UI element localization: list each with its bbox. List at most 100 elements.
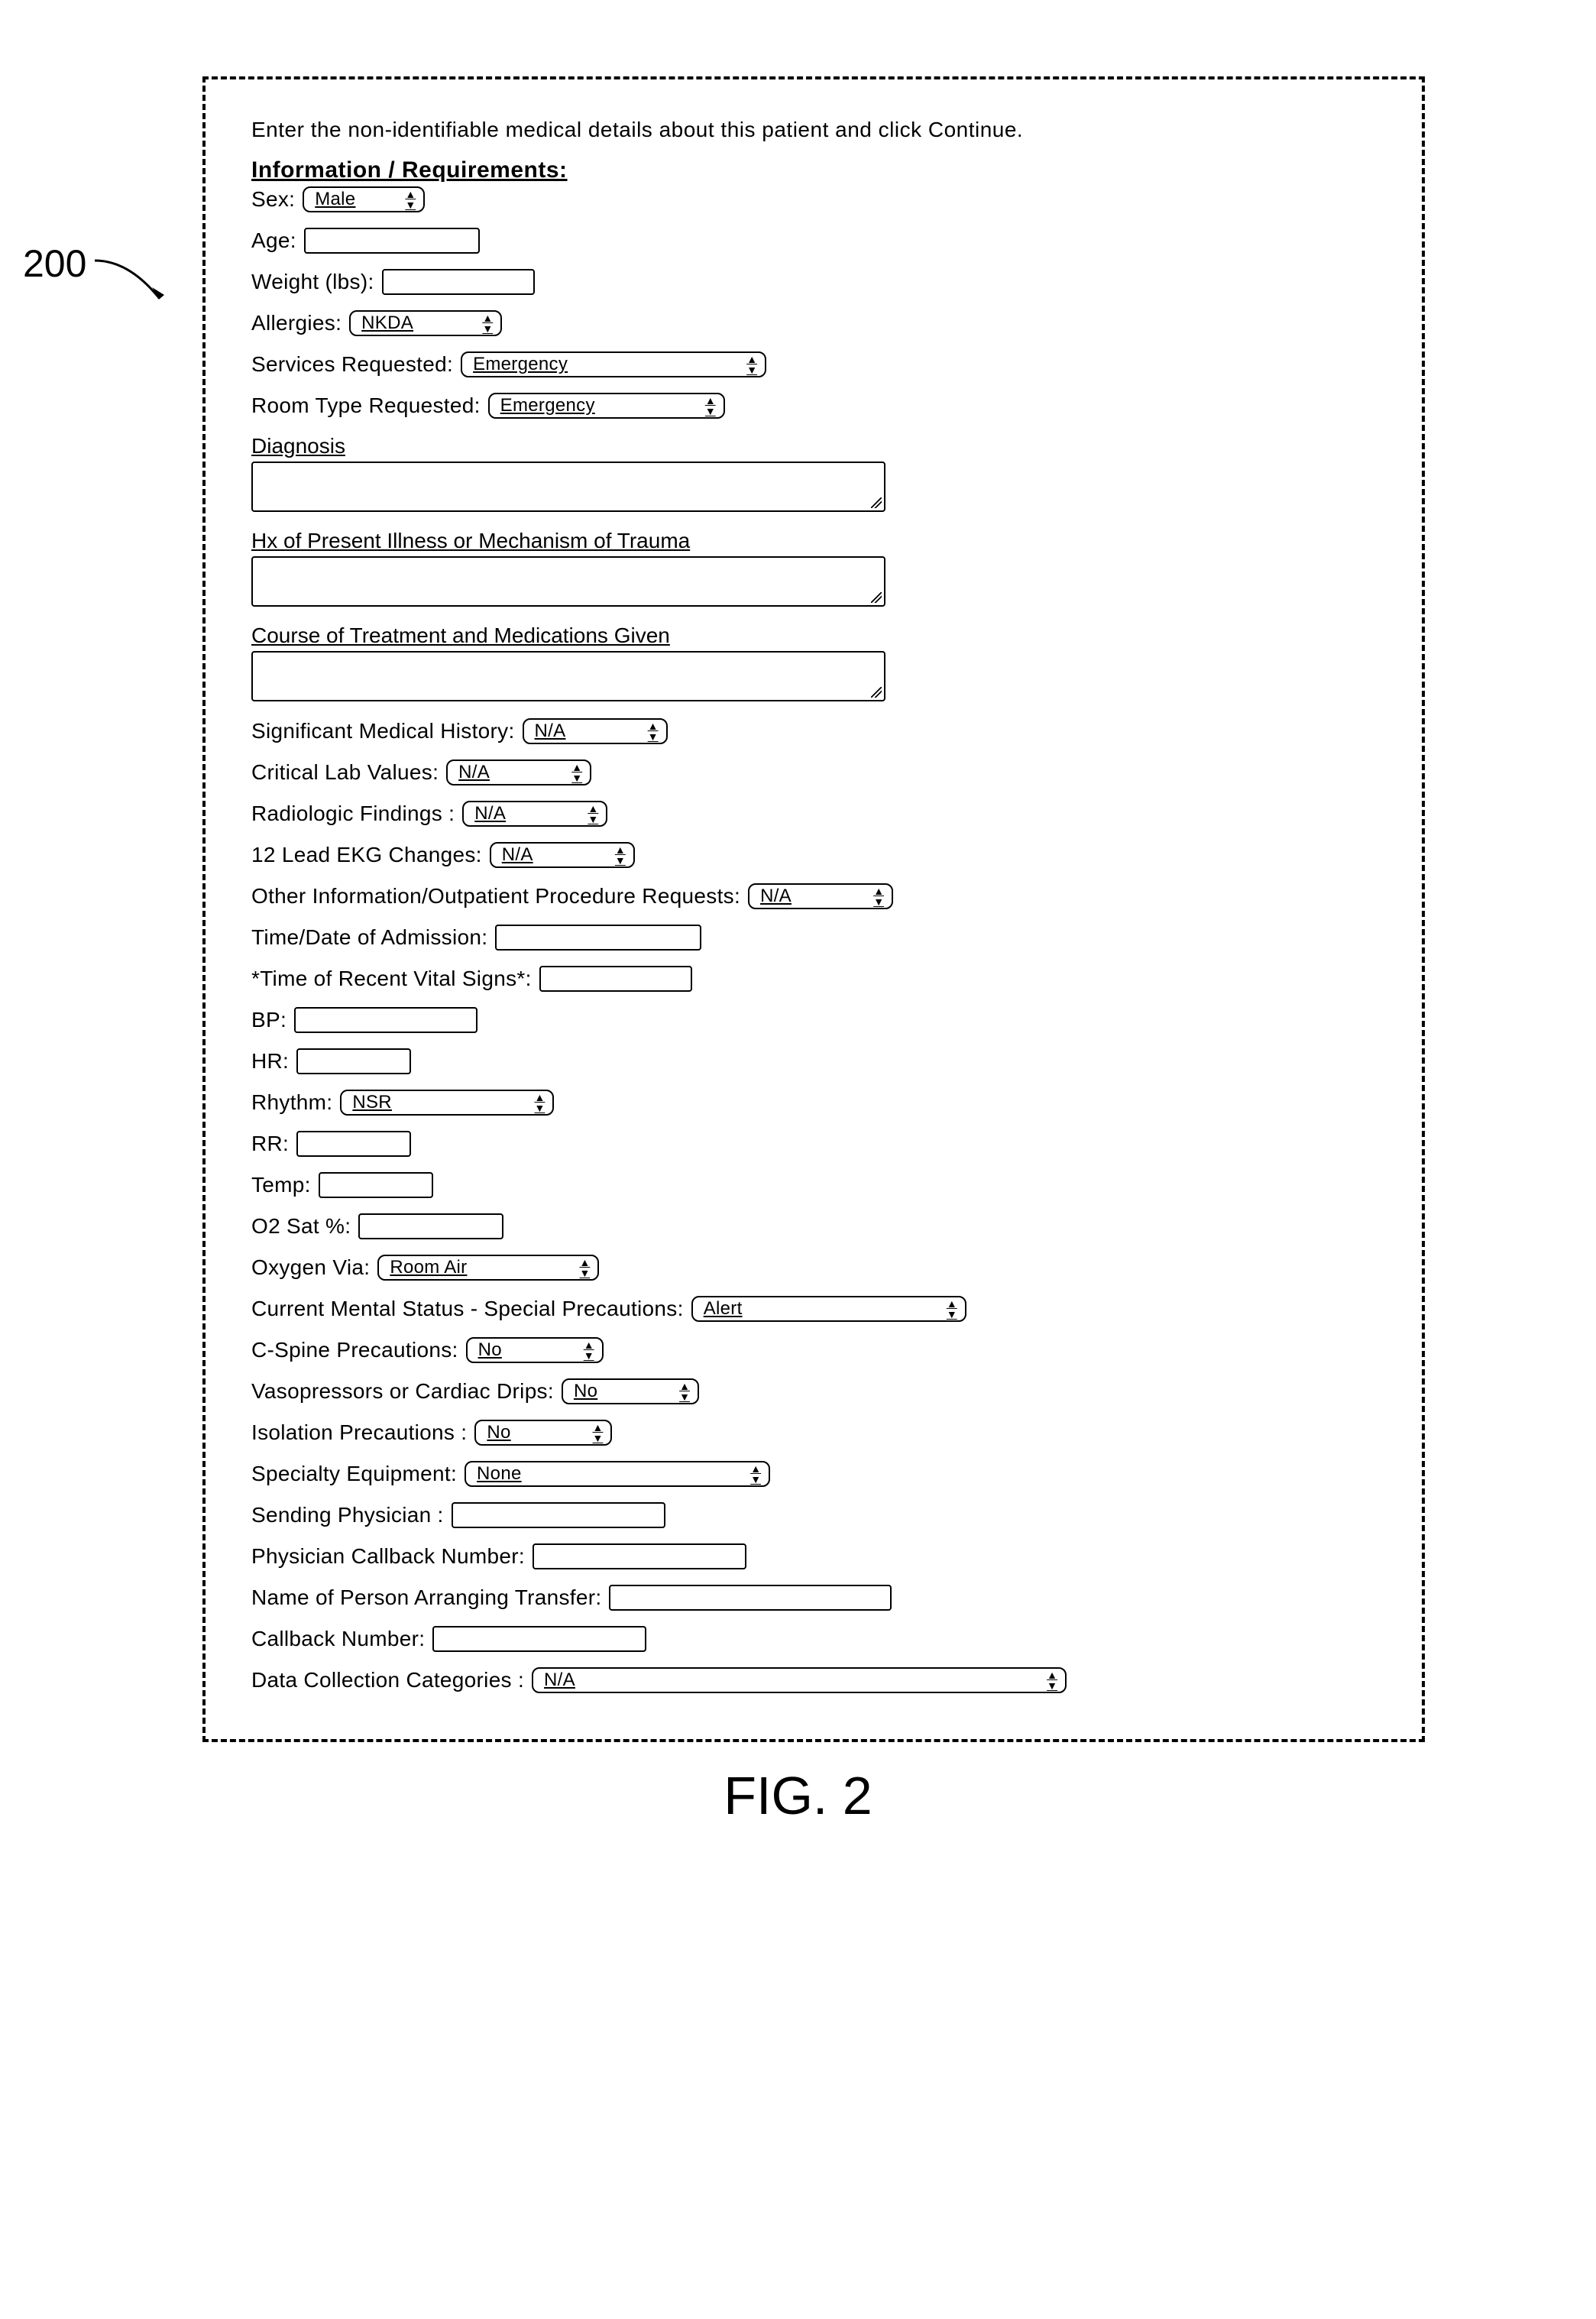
admission-input[interactable] <box>495 925 701 951</box>
allergies-label: Allergies: <box>251 311 342 335</box>
course-textarea[interactable] <box>251 651 885 701</box>
field-rr: RR: <box>251 1131 1376 1157</box>
hx-textarea[interactable] <box>251 556 885 607</box>
callback-input[interactable] <box>432 1626 646 1652</box>
field-weight: Weight (lbs): <box>251 269 1376 295</box>
room-type-select[interactable]: Emergency ▲▼ <box>488 393 725 419</box>
chevron-updown-icon: ▲▼ <box>588 803 598 824</box>
rhythm-label: Rhythm: <box>251 1090 332 1115</box>
field-med-history: Significant Medical History: N/A ▲▼ <box>251 718 1376 744</box>
chevron-updown-icon: ▲▼ <box>750 1463 761 1485</box>
other-info-label: Other Information/Outpatient Procedure R… <box>251 884 740 908</box>
vitals-time-input[interactable] <box>539 966 692 992</box>
field-data-collection: Data Collection Categories : N/A ▲▼ <box>251 1667 1376 1693</box>
sex-select[interactable]: Male ▲▼ <box>303 186 425 212</box>
chevron-updown-icon: ▲▼ <box>584 1339 594 1361</box>
field-o2sat: O2 Sat %: <box>251 1213 1376 1239</box>
field-sending-phys: Sending Physician : <box>251 1502 1376 1528</box>
callback-label: Callback Number: <box>251 1627 425 1651</box>
medical-form-panel: Enter the non-identifiable medical detai… <box>202 76 1425 1742</box>
chevron-updown-icon: ▲▼ <box>947 1298 957 1320</box>
hr-label: HR: <box>251 1049 289 1074</box>
rhythm-select[interactable]: NSR ▲▼ <box>340 1090 554 1116</box>
ekg-select[interactable]: N/A ▲▼ <box>490 842 635 868</box>
age-label: Age: <box>251 228 296 253</box>
vasopressors-label: Vasopressors or Cardiac Drips: <box>251 1379 554 1404</box>
isolation-select[interactable]: No ▲▼ <box>474 1420 612 1446</box>
arrow-icon <box>91 257 167 310</box>
lab-values-label: Critical Lab Values: <box>251 760 439 785</box>
field-isolation: Isolation Precautions : No ▲▼ <box>251 1420 1376 1446</box>
sending-phys-input[interactable] <box>452 1502 665 1528</box>
diagnosis-textarea[interactable] <box>251 462 885 512</box>
radiologic-select[interactable]: N/A ▲▼ <box>462 801 607 827</box>
sending-phys-label: Sending Physician : <box>251 1503 444 1527</box>
field-vasopressors: Vasopressors or Cardiac Drips: No ▲▼ <box>251 1378 1376 1404</box>
bp-input[interactable] <box>294 1007 478 1033</box>
weight-input[interactable] <box>382 269 535 295</box>
oxygen-label: Oxygen Via: <box>251 1255 370 1280</box>
field-hx: Hx of Present Illness or Mechanism of Tr… <box>251 529 1376 607</box>
field-sex: Sex: Male ▲▼ <box>251 186 1376 212</box>
oxygen-select[interactable]: Room Air ▲▼ <box>377 1255 599 1281</box>
field-ekg: 12 Lead EKG Changes: N/A ▲▼ <box>251 842 1376 868</box>
o2sat-input[interactable] <box>358 1213 503 1239</box>
vasopressors-select[interactable]: No ▲▼ <box>562 1378 699 1404</box>
lab-values-select[interactable]: N/A ▲▼ <box>446 760 591 785</box>
field-admission: Time/Date of Admission: <box>251 925 1376 951</box>
figure-caption: FIG. 2 <box>0 1765 1596 1826</box>
field-callback-phys: Physician Callback Number: <box>251 1543 1376 1569</box>
cspine-select[interactable]: No ▲▼ <box>466 1337 604 1363</box>
hr-input[interactable] <box>296 1048 411 1074</box>
med-history-select[interactable]: N/A ▲▼ <box>523 718 668 744</box>
age-input[interactable] <box>304 228 480 254</box>
arranger-input[interactable] <box>609 1585 892 1611</box>
figure-ref-number: 200 <box>23 241 86 286</box>
chevron-updown-icon: ▲▼ <box>405 189 416 210</box>
chevron-updown-icon: ▲▼ <box>1047 1670 1057 1691</box>
section-heading: Information / Requirements: <box>251 157 1376 183</box>
equipment-label: Specialty Equipment: <box>251 1462 457 1486</box>
sex-label: Sex: <box>251 187 295 212</box>
chevron-updown-icon: ▲▼ <box>746 354 757 375</box>
services-select[interactable]: Emergency ▲▼ <box>461 351 766 377</box>
services-label: Services Requested: <box>251 352 453 377</box>
field-temp: Temp: <box>251 1172 1376 1198</box>
mental-select[interactable]: Alert ▲▼ <box>691 1296 966 1322</box>
field-services: Services Requested: Emergency ▲▼ <box>251 351 1376 377</box>
chevron-updown-icon: ▲▼ <box>873 886 884 907</box>
field-allergies: Allergies: NKDA ▲▼ <box>251 310 1376 336</box>
bp-label: BP: <box>251 1008 287 1032</box>
chevron-updown-icon: ▲▼ <box>593 1422 604 1443</box>
equipment-select[interactable]: None ▲▼ <box>465 1461 770 1487</box>
field-arranger: Name of Person Arranging Transfer: <box>251 1585 1376 1611</box>
arranger-label: Name of Person Arranging Transfer: <box>251 1585 601 1610</box>
data-collection-select[interactable]: N/A ▲▼ <box>532 1667 1067 1693</box>
chevron-updown-icon: ▲▼ <box>571 762 582 783</box>
field-oxygen: Oxygen Via: Room Air ▲▼ <box>251 1255 1376 1281</box>
field-rhythm: Rhythm: NSR ▲▼ <box>251 1090 1376 1116</box>
cspine-label: C-Spine Precautions: <box>251 1338 458 1362</box>
form-instruction: Enter the non-identifiable medical detai… <box>251 118 1376 142</box>
ekg-label: 12 Lead EKG Changes: <box>251 843 482 867</box>
temp-label: Temp: <box>251 1173 311 1197</box>
field-cspine: C-Spine Precautions: No ▲▼ <box>251 1337 1376 1363</box>
data-collection-label: Data Collection Categories : <box>251 1668 524 1692</box>
field-other-info: Other Information/Outpatient Procedure R… <box>251 883 1376 909</box>
chevron-updown-icon: ▲▼ <box>615 844 626 866</box>
other-info-select[interactable]: N/A ▲▼ <box>748 883 893 909</box>
vitals-time-label: *Time of Recent Vital Signs*: <box>251 967 532 991</box>
field-callback: Callback Number: <box>251 1626 1376 1652</box>
field-diagnosis: Diagnosis <box>251 434 1376 512</box>
callback-phys-input[interactable] <box>533 1543 746 1569</box>
field-lab-values: Critical Lab Values: N/A ▲▼ <box>251 760 1376 785</box>
field-room-type: Room Type Requested: Emergency ▲▼ <box>251 393 1376 419</box>
admission-label: Time/Date of Admission: <box>251 925 487 950</box>
rr-input[interactable] <box>296 1131 411 1157</box>
chevron-updown-icon: ▲▼ <box>648 721 659 742</box>
chevron-updown-icon: ▲▼ <box>579 1257 590 1278</box>
temp-input[interactable] <box>319 1172 433 1198</box>
diagnosis-label: Diagnosis <box>251 434 345 458</box>
allergies-select[interactable]: NKDA ▲▼ <box>349 310 502 336</box>
field-course: Course of Treatment and Medications Give… <box>251 623 1376 701</box>
